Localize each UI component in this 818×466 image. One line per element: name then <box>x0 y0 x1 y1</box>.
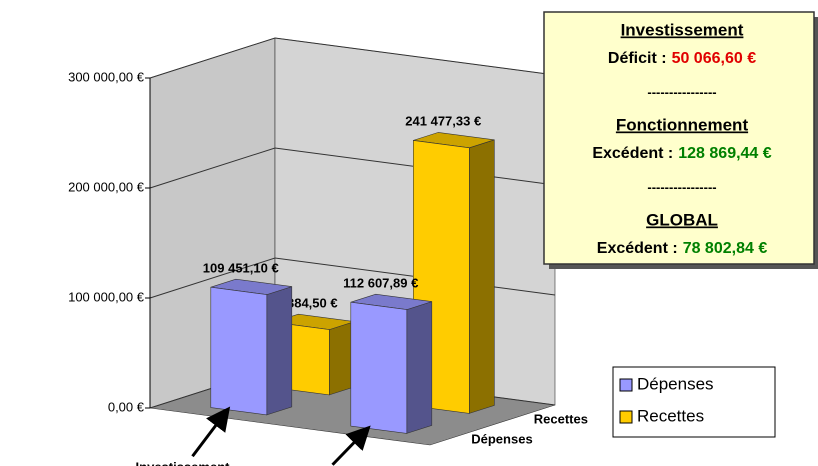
info-label: Excédent : <box>592 145 673 162</box>
info-heading: GLOBAL <box>646 210 718 229</box>
info-line: Excédent : 78 802,84 € <box>597 240 768 257</box>
bar-front <box>350 301 408 434</box>
value-label: 109 451,10 € <box>203 260 279 275</box>
legend-label: Recettes <box>637 406 704 425</box>
y-tick-label: 0,00 € <box>108 399 145 414</box>
bar <box>210 278 293 416</box>
bar <box>350 293 433 434</box>
value-label: 112 607,89 € <box>343 275 418 290</box>
info-label: Déficit : <box>608 50 667 67</box>
info-heading: Fonctionnement <box>616 115 749 134</box>
info-line: Excédent : 128 869,44 € <box>592 145 771 162</box>
legend-box <box>612 366 776 438</box>
info-separator: ---------------- <box>647 179 716 194</box>
info-value: 50 066,60 € <box>672 50 757 67</box>
y-tick-label: 300 000,00 € <box>68 69 145 84</box>
bar-side <box>406 301 433 434</box>
info-value: 78 802,84 € <box>683 240 768 257</box>
info-label: Excédent : <box>597 240 678 257</box>
info-line: Déficit : 50 066,60 € <box>608 50 756 67</box>
legend-label: Dépenses <box>637 374 714 393</box>
info-box: Investissement Déficit : 50 066,60 € ------… <box>543 11 818 269</box>
x-tick-label: Investissement <box>136 460 231 466</box>
bar-side <box>266 286 293 416</box>
legend: Dépenses Recettes <box>612 366 776 438</box>
depth-label: Dépenses <box>471 431 532 446</box>
legend-swatch <box>619 378 633 392</box>
y-tick-label: 200 000,00 € <box>68 179 145 194</box>
grid-line <box>149 37 556 79</box>
bar-side <box>468 139 495 414</box>
arrow <box>191 406 231 458</box>
info-value: 128 869,44 € <box>678 145 772 162</box>
bar-front <box>210 286 268 416</box>
info-bg <box>543 11 815 265</box>
arrow <box>331 425 371 466</box>
depth-label: Recettes <box>534 411 588 426</box>
y-tick-label: 100 000,00 € <box>68 289 145 304</box>
info-separator: ---------------- <box>647 84 716 99</box>
info-heading: Investissement <box>621 20 744 39</box>
legend-swatch <box>619 410 633 424</box>
value-label: 241 477,33 € <box>405 114 481 129</box>
